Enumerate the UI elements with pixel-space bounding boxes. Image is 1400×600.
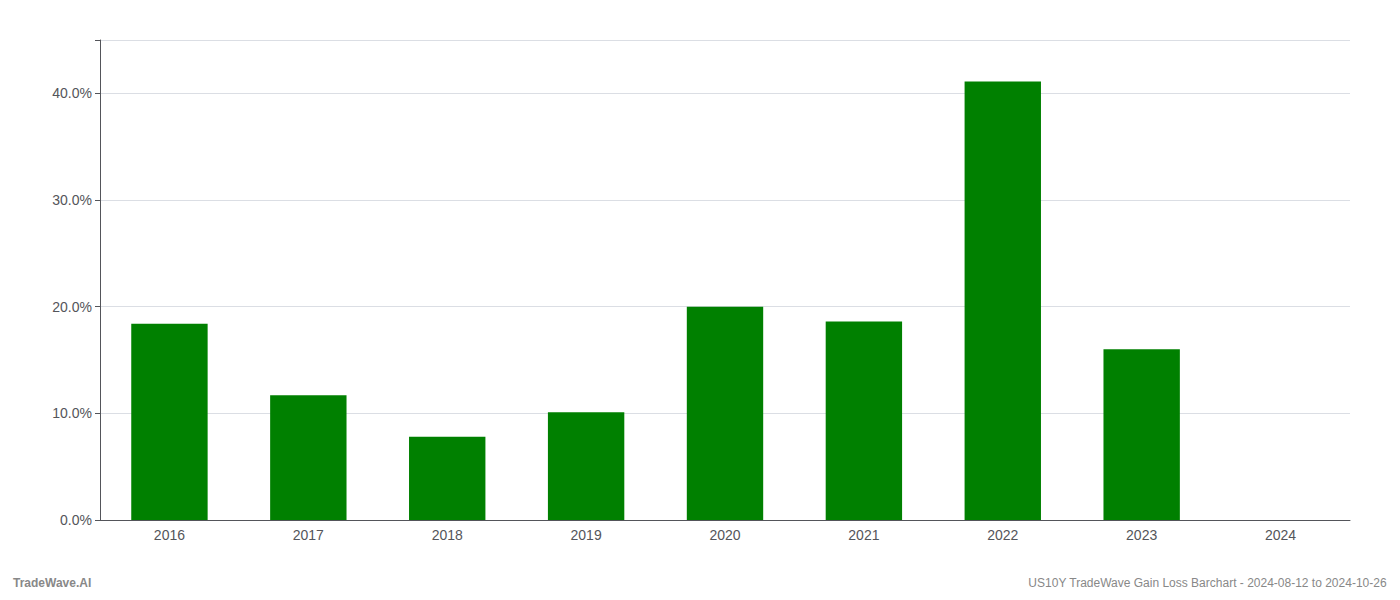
svg-text:2024: 2024 xyxy=(1265,527,1296,543)
svg-text:2019: 2019 xyxy=(571,527,602,543)
svg-text:2020: 2020 xyxy=(709,527,740,543)
svg-text:TradeWave.AI: TradeWave.AI xyxy=(13,576,91,590)
svg-text:0.0%: 0.0% xyxy=(60,512,92,528)
svg-text:40.0%: 40.0% xyxy=(52,85,92,101)
svg-text:US10Y TradeWave Gain Loss Barc: US10Y TradeWave Gain Loss Barchart - 202… xyxy=(1028,576,1387,590)
svg-text:2018: 2018 xyxy=(432,527,463,543)
svg-text:2016: 2016 xyxy=(154,527,185,543)
svg-text:2023: 2023 xyxy=(1126,527,1157,543)
svg-text:2022: 2022 xyxy=(987,527,1018,543)
svg-text:30.0%: 30.0% xyxy=(52,192,92,208)
svg-text:10.0%: 10.0% xyxy=(52,405,92,421)
svg-text:2017: 2017 xyxy=(293,527,324,543)
svg-text:20.0%: 20.0% xyxy=(52,299,92,315)
svg-text:2021: 2021 xyxy=(848,527,879,543)
